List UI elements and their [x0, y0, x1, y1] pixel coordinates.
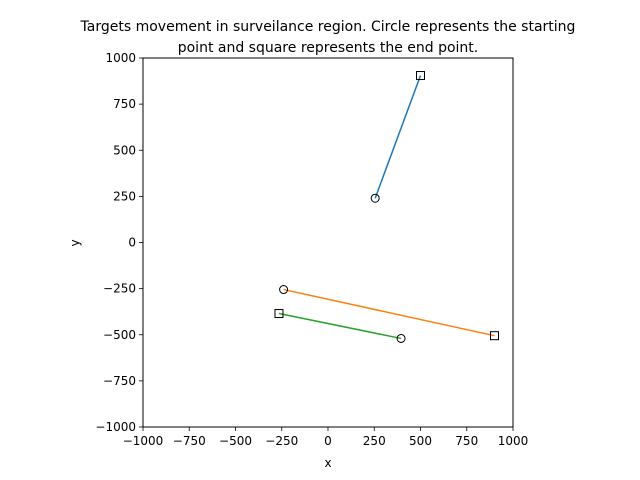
chart-title: Targets movement in surveilance region. … — [80, 19, 576, 56]
chart-title-line-2: point and square represents the end poin… — [178, 40, 479, 56]
start-point-marker-1 — [370, 193, 380, 203]
y-tick-label: 1000 — [105, 51, 136, 65]
end-point-marker-3 — [274, 309, 284, 319]
start-point-marker-3 — [396, 333, 406, 343]
x-tick-label: 1000 — [498, 434, 529, 448]
y-tick-label: −750 — [103, 374, 136, 388]
y-tick-label: −500 — [103, 328, 136, 342]
y-tick-label: 750 — [113, 97, 136, 111]
series-layer — [274, 71, 499, 343]
series-line-1 — [374, 75, 422, 199]
end-point-marker-1 — [416, 71, 425, 81]
plot-area — [142, 57, 514, 428]
x-tick-label: −500 — [219, 434, 252, 448]
y-tick-label: 500 — [113, 143, 136, 157]
y-tick-label: −250 — [103, 282, 136, 296]
chart-title-line-1: Targets movement in surveilance region. … — [80, 19, 576, 35]
x-tick-label: 250 — [363, 434, 386, 448]
axes-frame — [142, 57, 514, 428]
y-tick-label: −1000 — [95, 420, 136, 434]
y-tick-label: 0 — [128, 236, 136, 250]
y-tick-label: 250 — [113, 189, 136, 203]
end-point-marker-2 — [490, 331, 499, 341]
x-tick-label: −1000 — [123, 434, 164, 448]
x-tick-label: −250 — [265, 434, 298, 448]
x-tick-label: 500 — [409, 434, 432, 448]
ticks-layer: −1000 −750 −500 −250 0 250 500 750 1000 −1000 −750… — [95, 51, 528, 448]
x-tick-label: 0 — [324, 434, 332, 448]
y-axis-label: y — [68, 239, 82, 246]
x-tick-label: −750 — [173, 434, 206, 448]
x-axis-label: x — [324, 456, 331, 470]
series-line-3 — [278, 312, 402, 340]
start-point-marker-2 — [279, 285, 289, 295]
series-line-2 — [283, 288, 495, 337]
x-tick-label: 750 — [455, 434, 478, 448]
